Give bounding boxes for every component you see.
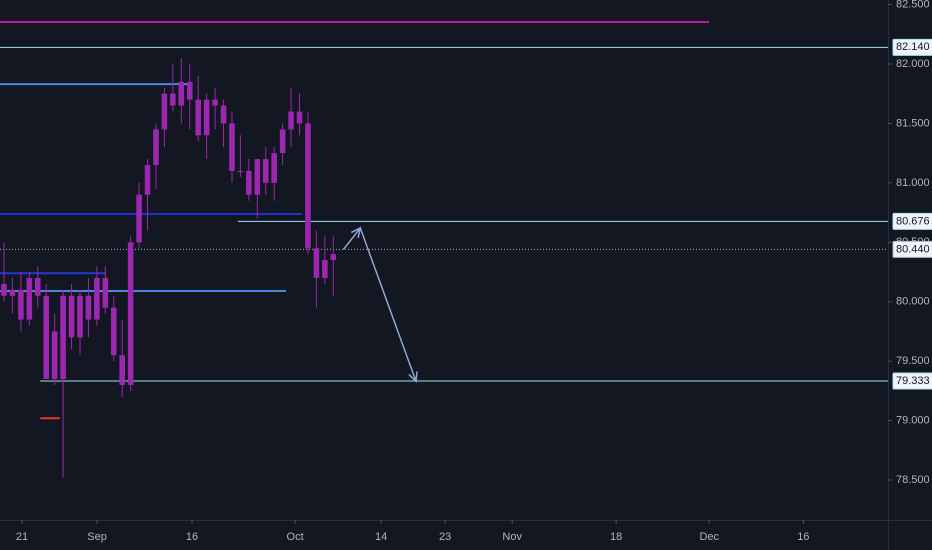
x-tick-label: 21 xyxy=(16,531,28,543)
x-tick-label: 16 xyxy=(797,531,809,543)
level-label: 80.676 xyxy=(896,215,930,227)
candle-body xyxy=(220,105,227,124)
candle-body xyxy=(51,331,58,380)
candle-body xyxy=(153,129,159,166)
y-tick-label: 82.500 xyxy=(896,0,930,10)
level-label: 80.440 xyxy=(896,243,930,255)
candle-body xyxy=(127,242,134,385)
candle-body xyxy=(296,111,303,124)
candle-body xyxy=(186,81,193,100)
candle-body xyxy=(102,277,109,308)
y-tick-label: 81.000 xyxy=(896,177,930,189)
level-label-box xyxy=(892,212,932,230)
candle-body xyxy=(144,165,151,195)
y-tick-label: 82.000 xyxy=(896,58,930,70)
candle-body xyxy=(43,295,50,380)
candle-body xyxy=(288,111,294,130)
candle-body xyxy=(94,277,100,320)
x-tick-label: 16 xyxy=(186,531,198,543)
candle-body xyxy=(313,248,320,278)
candle-body xyxy=(195,99,201,136)
candle-body xyxy=(305,123,311,249)
level-label-box xyxy=(892,372,932,390)
candle-body xyxy=(212,99,218,106)
candle-body xyxy=(1,283,7,296)
y-tick-label: 79.500 xyxy=(896,355,930,367)
arrow-head xyxy=(350,226,362,238)
arrow-head xyxy=(408,371,418,384)
x-tick-label: 14 xyxy=(375,531,387,543)
candle-body xyxy=(110,307,117,356)
y-tick-label: 81.500 xyxy=(896,117,930,129)
level-label: 82.140 xyxy=(896,41,930,53)
candle-body xyxy=(170,93,176,106)
candle-body xyxy=(254,159,261,195)
x-tick-label: Sep xyxy=(87,531,107,543)
x-tick-label: Dec xyxy=(699,531,719,543)
candle-body xyxy=(246,170,252,195)
x-tick-label: 18 xyxy=(610,531,622,543)
candle-body xyxy=(60,295,66,380)
y-tick-label: 78.500 xyxy=(896,474,930,486)
level-label-box xyxy=(892,38,932,56)
candle-body xyxy=(330,254,337,261)
candle-body xyxy=(262,159,269,183)
y-tick-label: 80.000 xyxy=(896,296,930,308)
level-label: 79.333 xyxy=(896,375,930,387)
candle-body xyxy=(279,129,286,154)
candle-body xyxy=(18,289,24,320)
candle-body xyxy=(237,170,244,172)
candle-body xyxy=(136,194,142,243)
candle-body xyxy=(68,295,75,338)
candle-body xyxy=(271,153,277,183)
x-tick-label: Oct xyxy=(287,531,304,543)
candle-body xyxy=(178,81,185,106)
candle-body xyxy=(229,123,235,171)
level-label-box xyxy=(892,240,932,258)
candle-body xyxy=(9,289,16,296)
candle-body xyxy=(85,295,92,320)
x-tick-label: Nov xyxy=(502,531,522,543)
candle-body xyxy=(203,99,210,136)
candle-body xyxy=(26,277,33,320)
x-tick-label: 23 xyxy=(439,531,451,543)
candle-body xyxy=(322,260,328,278)
y-tick-label: 79.000 xyxy=(896,415,930,427)
candle-body xyxy=(34,277,41,296)
candle-body xyxy=(119,355,125,385)
candle-body xyxy=(77,295,83,338)
candle-body xyxy=(161,93,168,130)
